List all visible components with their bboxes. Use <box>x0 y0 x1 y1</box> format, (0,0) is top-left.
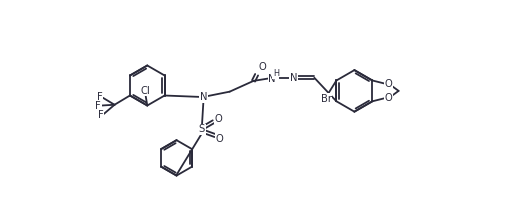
Text: H: H <box>273 70 279 78</box>
Text: S: S <box>199 124 205 134</box>
Text: O: O <box>384 79 392 89</box>
Text: O: O <box>214 114 222 124</box>
Text: O: O <box>216 134 224 144</box>
Text: O: O <box>259 62 267 72</box>
Text: F: F <box>97 92 103 102</box>
Text: F: F <box>95 100 101 110</box>
Text: Br: Br <box>321 94 332 104</box>
Text: N: N <box>290 73 297 83</box>
Text: N: N <box>268 74 276 84</box>
Text: N: N <box>200 92 207 102</box>
Text: O: O <box>384 93 392 103</box>
Text: Cl: Cl <box>140 86 150 96</box>
Text: F: F <box>98 110 104 120</box>
